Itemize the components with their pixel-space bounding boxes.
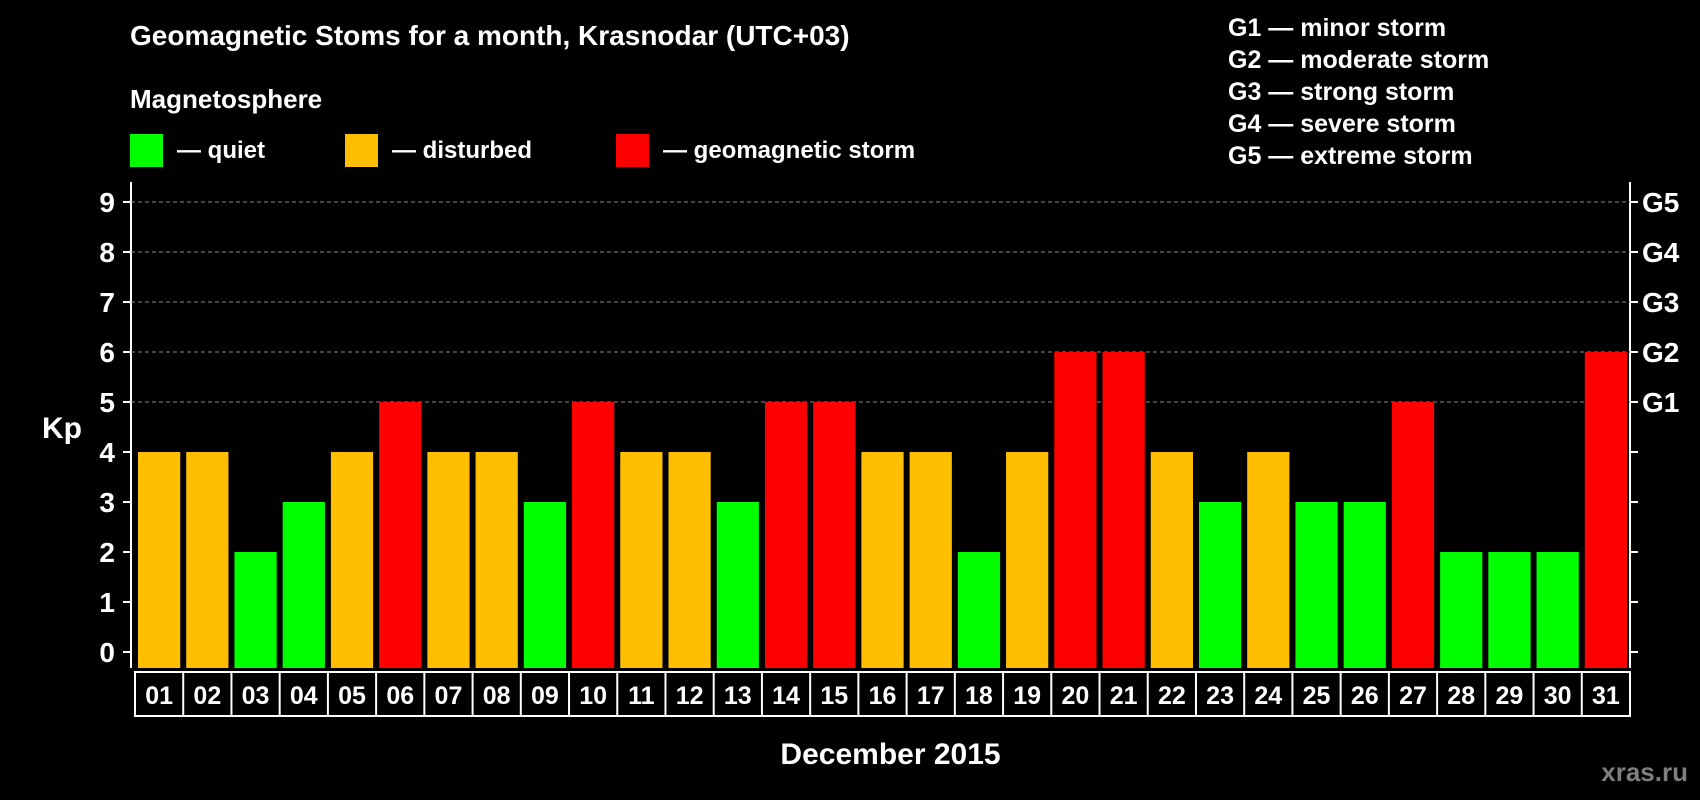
x-tick-label-21: 21	[1110, 682, 1138, 710]
legend-label-quiet: — quiet	[177, 136, 265, 164]
y-tick-label-8: 8	[99, 237, 115, 268]
x-tick-label-12: 12	[676, 682, 704, 710]
bar-day-12	[668, 452, 711, 668]
bar-day-18	[957, 552, 1001, 668]
x-tick-label-10: 10	[579, 682, 607, 710]
legend-item-disturbed: — disturbed	[345, 134, 532, 167]
bar-day-09	[523, 502, 567, 668]
bar-day-24	[1247, 452, 1290, 668]
bar-day-16	[861, 452, 904, 668]
storm-scale-g3: G3 — strong storm	[1228, 78, 1455, 106]
legend-label-storm: — geomagnetic storm	[663, 136, 916, 164]
x-tick-label-14: 14	[772, 682, 800, 710]
site-credit: xras.ru	[1601, 757, 1688, 787]
x-tick-label-09: 09	[531, 682, 559, 710]
y-tick-label-3: 3	[99, 487, 115, 518]
x-tick-label-27: 27	[1399, 682, 1427, 710]
x-tick-label-03: 03	[242, 682, 270, 710]
y-tick-label-6: 6	[99, 337, 115, 368]
x-tick-label-26: 26	[1351, 682, 1379, 710]
x-tick-label-23: 23	[1206, 682, 1234, 710]
legend-item-storm: — geomagnetic storm	[616, 134, 915, 167]
x-tick-label-29: 29	[1496, 682, 1524, 710]
bar-day-19	[1006, 452, 1049, 668]
bar-day-20	[1054, 352, 1097, 668]
y-tick-label-7: 7	[99, 287, 115, 318]
x-tick-label-24: 24	[1254, 682, 1282, 710]
storm-scale-legend: G1 — minor storm G2 — moderate storm G3 …	[1228, 12, 1489, 172]
bar-day-23	[1198, 502, 1242, 668]
bar-day-11	[620, 452, 663, 668]
bar-day-04	[282, 502, 325, 668]
x-axis-title: December 2015	[780, 738, 1000, 771]
x-tick-label-28: 28	[1447, 682, 1475, 710]
bar-day-02	[186, 452, 229, 668]
bar-day-17	[909, 452, 952, 668]
x-tick-label-06: 06	[386, 682, 414, 710]
x-tick-label-25: 25	[1303, 682, 1331, 710]
bar-day-28	[1440, 552, 1483, 668]
bar-day-06	[379, 402, 422, 668]
bar-day-25	[1295, 502, 1338, 668]
x-tick-label-05: 05	[338, 682, 366, 710]
bar-day-15	[813, 402, 856, 668]
bar-day-31	[1584, 352, 1627, 668]
x-tick-label-15: 15	[820, 682, 848, 710]
bar-day-30	[1536, 552, 1579, 668]
x-tick-label-04: 04	[290, 682, 318, 710]
chart-title: Geomagnetic Stoms for a month, Krasnodar…	[130, 20, 850, 51]
storm-scale-g5: G5 — extreme storm	[1228, 142, 1473, 170]
storm-scale-g1: G1 — minor storm	[1228, 14, 1447, 42]
x-tick-label-17: 17	[917, 682, 945, 710]
bar-day-01	[138, 452, 181, 668]
x-tick-label-07: 07	[435, 682, 463, 710]
y-tick-label-5: 5	[99, 387, 115, 418]
x-tick-label-19: 19	[1013, 682, 1041, 710]
bar-day-29	[1488, 552, 1531, 668]
right-axis-label-g4: G4	[1642, 237, 1680, 268]
x-tick-label-02: 02	[193, 682, 221, 710]
x-tick-label-31: 31	[1592, 682, 1620, 710]
x-tick-label-01: 01	[145, 682, 173, 710]
storm-scale-g4: G4 — severe storm	[1228, 110, 1456, 138]
bar-day-07	[427, 452, 470, 668]
y-axis-title: Kp	[42, 412, 82, 445]
bar-day-26	[1343, 502, 1386, 668]
x-tick-label-16: 16	[869, 682, 897, 710]
bar-day-10	[572, 402, 615, 668]
legend-heading: Magnetosphere	[130, 84, 323, 114]
x-tick-label-20: 20	[1061, 682, 1089, 710]
legend-label-disturbed: — disturbed	[392, 136, 533, 164]
bar-day-03	[234, 552, 277, 668]
bar-day-22	[1150, 452, 1193, 668]
legend-swatch-storm	[616, 134, 649, 167]
y-tick-label-1: 1	[99, 587, 115, 618]
legend-swatch-quiet	[130, 134, 163, 167]
bar-day-14	[764, 402, 808, 668]
storm-scale-g2: G2 — moderate storm	[1228, 46, 1490, 74]
right-axis-label-g5: G5	[1642, 187, 1679, 218]
y-tick-label-4: 4	[99, 437, 115, 468]
bar-day-05	[330, 452, 374, 668]
legend-item-quiet: — quiet	[130, 134, 265, 167]
legend-swatch-disturbed	[345, 134, 378, 167]
right-axis-label-g2: G2	[1642, 337, 1679, 368]
right-axis-label-g3: G3	[1642, 287, 1679, 318]
bar-day-08	[475, 452, 518, 668]
y-tick-label-2: 2	[99, 537, 115, 568]
bar-day-21	[1102, 352, 1145, 668]
right-axis-label-g1: G1	[1642, 387, 1679, 418]
x-tick-label-11: 11	[628, 682, 655, 710]
x-tick-label-30: 30	[1544, 682, 1572, 710]
x-tick-label-13: 13	[724, 682, 752, 710]
y-tick-label-0: 0	[99, 637, 115, 668]
x-tick-label-18: 18	[965, 682, 993, 710]
x-tick-label-22: 22	[1158, 682, 1186, 710]
y-tick-label-9: 9	[99, 187, 115, 218]
bar-day-27	[1391, 402, 1435, 668]
bar-day-13	[716, 502, 759, 668]
x-axis-label-box	[134, 671, 1631, 717]
x-tick-label-08: 08	[483, 682, 511, 710]
